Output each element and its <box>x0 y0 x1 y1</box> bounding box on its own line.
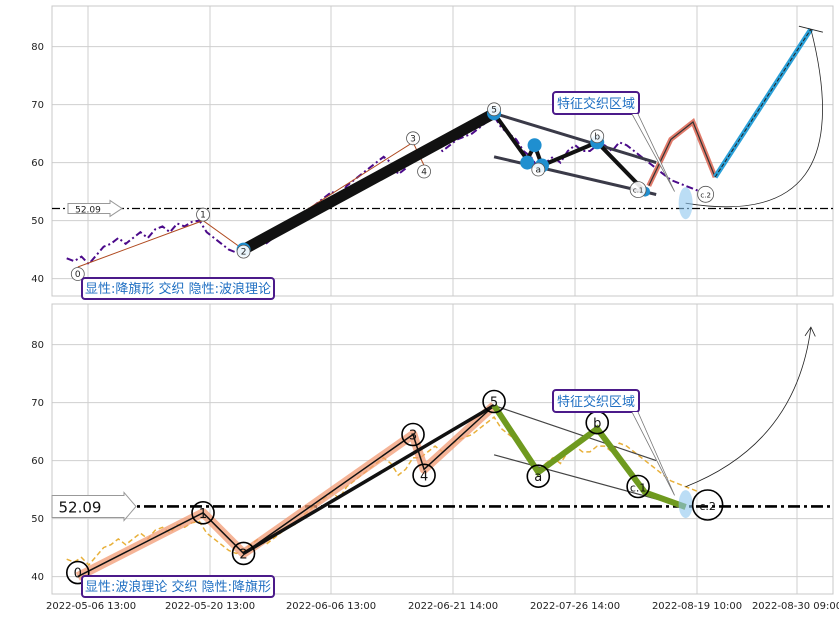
level-label: 52.09 <box>59 498 102 516</box>
wave-label-circle <box>697 185 715 203</box>
impulse-thick <box>238 107 500 256</box>
y-tick-label: 40 <box>31 572 44 583</box>
plot-frame <box>51 303 834 595</box>
wave-label: 0 <box>75 270 81 280</box>
x-tick-label: 2022-07-26 14:00 <box>530 601 620 612</box>
y-tick-label: 70 <box>31 100 44 111</box>
wave-label: 2 <box>241 248 247 258</box>
zone-label-box <box>552 91 640 115</box>
wave-label-circle <box>231 541 256 566</box>
wave-label: a <box>536 166 542 176</box>
wave-label-circle <box>236 244 251 259</box>
y-tick-label: 70 <box>31 398 44 409</box>
wave-point <box>527 138 542 153</box>
wave-label-circle <box>487 102 501 117</box>
flag-upper <box>493 404 657 462</box>
wave-label: 3 <box>409 429 417 444</box>
wave-label-circle <box>191 500 215 525</box>
x-tick-label: 2022-08-19 10:00 <box>652 601 742 612</box>
wave-label-circle <box>482 389 506 414</box>
zone-label: 特征交织区域 <box>557 96 635 112</box>
x-tick-label: 2022-05-06 13:00 <box>46 601 136 612</box>
wave-label-circle <box>401 422 425 447</box>
level-arrow <box>67 199 123 218</box>
projection-cap <box>798 25 824 33</box>
wave-label-circle <box>406 131 420 146</box>
x-tick-label: 2022-06-21 14:00 <box>408 601 498 612</box>
zone-label: 特征交织区域 <box>557 394 635 410</box>
wave-label: 5 <box>491 105 497 115</box>
level-label: 52.09 <box>75 205 101 215</box>
target-arc <box>685 29 823 208</box>
wave-label: 3 <box>410 134 416 144</box>
zone-highlight <box>678 490 693 519</box>
y-tick-label: 60 <box>31 456 44 467</box>
x-tick-label: 2022-05-20 13:00 <box>165 601 255 612</box>
wave-point <box>520 155 535 170</box>
flag-upper <box>493 111 657 165</box>
wave-label: 1 <box>200 211 206 221</box>
wave-label: 0 <box>74 567 82 582</box>
wave-label: c.1 <box>630 482 647 495</box>
wave-label-circle <box>412 463 436 488</box>
wave-label-circle <box>70 267 85 281</box>
zone-pointer <box>631 113 675 192</box>
wave-label: c.2 <box>699 500 716 513</box>
caption: 显性:降旗形 交织 隐性:波浪理论 <box>85 281 271 297</box>
y-tick-label: 40 <box>31 274 44 285</box>
wave-label: 1 <box>199 507 207 522</box>
price-series <box>66 114 701 266</box>
wave-label-circle <box>691 489 724 521</box>
target-arrowhead <box>804 326 816 337</box>
flag-pole <box>242 403 495 555</box>
wave-band <box>75 402 498 581</box>
wave-label-circle <box>526 464 551 489</box>
zone-pointer <box>631 411 675 496</box>
x-axis: 2022-05-06 13:00 2022-05-20 13:00 2022-06-… <box>46 601 839 612</box>
wave-label: c.1 <box>633 187 644 195</box>
caption-box <box>81 277 275 300</box>
wave-label: 4 <box>420 469 428 484</box>
zone-highlight <box>678 187 693 220</box>
y-tick-label: 60 <box>31 158 44 169</box>
wave-line <box>77 404 495 578</box>
y-tick-label: 50 <box>31 216 44 227</box>
wave-label: b <box>594 132 600 142</box>
wave-label: 4 <box>421 168 427 178</box>
wave-label: a <box>534 470 542 485</box>
wave-label-circle <box>196 207 210 222</box>
target-arc <box>685 327 812 488</box>
plot-frame <box>51 5 834 297</box>
level-arrow <box>51 491 137 522</box>
wave-label-circle <box>417 164 431 179</box>
wave-label-circle <box>590 129 605 144</box>
wave-label-circle <box>626 474 650 499</box>
correction-line <box>492 112 647 193</box>
bottom-panel: 40 50 60 70 80 52.09 0 1 2 3 4 5 a b c.1 c.2 特征交织区域显性:波浪… <box>31 303 834 598</box>
y-tick-label: 50 <box>31 514 44 525</box>
wave-label-circle <box>65 560 90 585</box>
caption-box <box>81 575 275 598</box>
x-tick-label: 2022-08-30 09:00 <box>752 601 839 612</box>
wave-label: b <box>593 417 601 432</box>
x-tick-label: 2022-06-06 13:00 <box>286 601 376 612</box>
correction-green <box>491 403 687 510</box>
y-tick-label: 80 <box>31 340 44 351</box>
wave-label: 2 <box>239 547 247 562</box>
wave-label-circle <box>629 181 647 199</box>
zone-label-box <box>552 389 640 413</box>
wave-label: c.2 <box>700 191 711 199</box>
y-tick-label: 80 <box>31 42 44 53</box>
wave-label-circle <box>531 162 546 177</box>
projection-leg <box>714 28 812 178</box>
caption: 显性:波浪理论 交织 隐性:降旗形 <box>85 579 271 595</box>
top-panel: 40 50 60 70 80 52.09 0 1 2 3 4 5 a b c.1 c.2 特征交织区域显性:降旗… <box>31 5 834 300</box>
wave-label: 5 <box>490 396 498 411</box>
